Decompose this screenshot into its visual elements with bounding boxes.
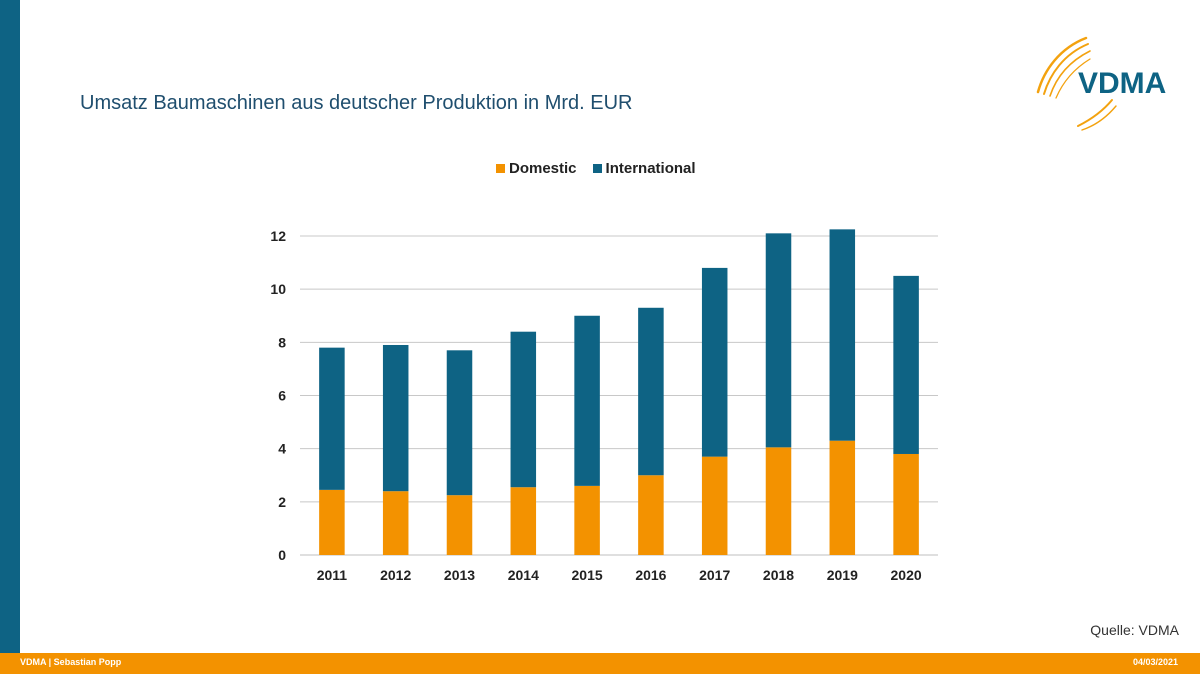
stacked-bar-chart: 0 2 4 6 8 10 12 2011 2012 2013 2014 2015 2016 2017 201… (270, 228, 938, 583)
x-tick-label: 2011 (317, 567, 348, 583)
bar-domestic-2015 (574, 485, 600, 555)
y-tick-label: 2 (278, 494, 286, 510)
bar-international-2017 (701, 267, 728, 457)
footer-bar: VDMA | Sebastian Popp 04/03/2021 (0, 653, 1200, 674)
bar-domestic-2013 (446, 495, 473, 555)
y-tick-label: 8 (278, 334, 286, 350)
bar-domestic-2020 (893, 453, 919, 555)
bar-domestic-2019 (829, 440, 856, 555)
x-tick-label: 2013 (444, 567, 475, 583)
legend-label-international: International (605, 160, 696, 177)
bar-domestic-2011 (319, 489, 345, 555)
legend-swatch-international (592, 164, 602, 173)
y-tick-label: 4 (278, 441, 286, 457)
bar-international-2013 (446, 350, 473, 496)
bar-international-2015 (574, 315, 600, 486)
bar-international-2012 (382, 344, 409, 492)
footer-author: VDMA | Sebastian Popp (20, 657, 122, 667)
left-accent-bar (0, 0, 20, 653)
bar-domestic-2014 (510, 487, 537, 555)
bar-domestic-2016 (638, 475, 664, 555)
bar-domestic-2012 (382, 491, 409, 555)
bar-domestic-2017 (701, 456, 728, 555)
x-tick-label: 2012 (380, 567, 411, 583)
y-tick-label: 0 (278, 547, 286, 563)
bar-international-2019 (829, 229, 856, 441)
x-tick-label: 2019 (827, 567, 858, 583)
x-tick-label: 2014 (508, 567, 539, 583)
y-tick-label: 12 (270, 228, 286, 244)
source-note: Quelle: VDMA (1090, 622, 1179, 638)
bar-international-2011 (319, 347, 345, 490)
x-tick-label: 2016 (635, 567, 666, 583)
bar-international-2016 (638, 307, 664, 476)
legend-label-domestic: Domestic (509, 160, 577, 177)
legend-item-international: International (592, 160, 696, 177)
y-tick-label: 10 (270, 281, 286, 297)
chart-legend: Domestic International (496, 160, 712, 177)
footer-date: 04/03/2021 (1132, 657, 1178, 667)
y-tick-label: 6 (278, 388, 286, 404)
bar-domestic-2018 (765, 447, 792, 555)
bar-international-2020 (893, 275, 919, 454)
x-tick-label: 2017 (699, 567, 730, 583)
vdma-logo: VDMA (1036, 36, 1166, 131)
slide-title: Umsatz Baumaschinen aus deutscher Produk… (80, 92, 633, 114)
x-tick-label: 2015 (572, 567, 603, 583)
legend-swatch-domestic (496, 164, 505, 173)
bar-international-2014 (510, 331, 537, 488)
legend-item-domestic: Domestic (496, 160, 577, 177)
bar-international-2018 (765, 233, 792, 448)
x-tick-label: 2018 (763, 567, 794, 583)
x-tick-label: 2020 (891, 567, 922, 583)
vdma-logo-text: VDMA (1078, 67, 1166, 100)
